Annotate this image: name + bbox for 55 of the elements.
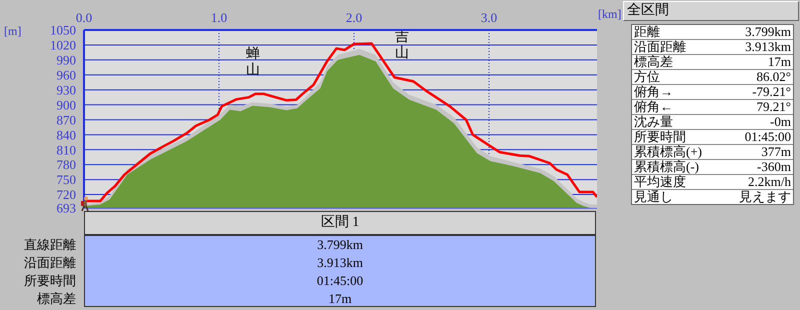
text: 3.913km xyxy=(316,254,364,272)
text: 3.799km xyxy=(745,24,791,39)
text: 17m xyxy=(327,290,353,308)
text: -0m xyxy=(770,114,791,129)
y-tick-label: 780 xyxy=(56,157,76,172)
text: 沿面距離 xyxy=(634,39,686,54)
text: -79.21° xyxy=(752,84,791,99)
y-tick-label: 693 xyxy=(56,200,76,216)
y-tick-label: 1050 xyxy=(50,22,76,38)
text: 直線距離 xyxy=(23,236,76,254)
text: 17m xyxy=(768,54,791,69)
text: 所要時間 xyxy=(634,129,686,144)
y-tick-label: 960 xyxy=(56,67,76,82)
y-tick-label: 720 xyxy=(56,187,76,202)
annotation: 吉山 xyxy=(394,30,410,62)
y-tick-label: 810 xyxy=(56,142,76,158)
x-tick-label: 3.0 xyxy=(480,10,498,25)
text: 沈み量 xyxy=(634,114,673,129)
y-tick-label: 840 xyxy=(56,127,76,142)
x-tick-label: 2.0 xyxy=(346,10,362,25)
y-tick-label: 900 xyxy=(56,97,76,112)
y-tick-label: 930 xyxy=(56,82,76,98)
text: 方位 xyxy=(634,69,660,84)
text: 所要時間 xyxy=(23,272,76,290)
text: 距離 xyxy=(634,24,660,39)
text: 2.2km/h xyxy=(748,174,791,189)
text: 区間 1 xyxy=(84,211,596,235)
x-axis-title: [km] xyxy=(598,7,622,22)
text: 3.799km xyxy=(316,236,364,254)
text: 見えます xyxy=(739,189,791,204)
text: 俯角→ xyxy=(634,84,673,99)
text: 標高差 xyxy=(36,290,76,308)
x-tick-label: 0.0 xyxy=(76,10,92,25)
y-tick-label: 750 xyxy=(56,172,76,188)
y-tick-label: 1020 xyxy=(50,38,76,53)
y-tick-label: 870 xyxy=(56,112,76,128)
text: 俯角← xyxy=(634,99,673,114)
text: 3.913km xyxy=(745,39,791,54)
annotation: 蝉山 xyxy=(245,47,261,79)
text: -360m xyxy=(757,159,791,174)
text: 79.21° xyxy=(756,99,791,114)
text: 沿面距離 xyxy=(23,254,76,272)
text: 累積標高(-) xyxy=(634,159,699,174)
y-tick-label: 990 xyxy=(56,52,76,68)
text: 累積標高(+) xyxy=(634,144,702,159)
text: 見通し xyxy=(634,189,673,204)
x-tick-label: 1.0 xyxy=(210,10,228,25)
text: 標高差 xyxy=(634,54,673,69)
text: 01:45:00 xyxy=(744,129,791,144)
y-axis-title: [m] xyxy=(4,24,22,39)
text: 平均速度 xyxy=(634,174,686,189)
text: 全区間 xyxy=(623,1,799,21)
text: 377m xyxy=(761,144,791,159)
text: 01:45:00 xyxy=(316,272,364,290)
text: 86.02° xyxy=(756,69,791,84)
